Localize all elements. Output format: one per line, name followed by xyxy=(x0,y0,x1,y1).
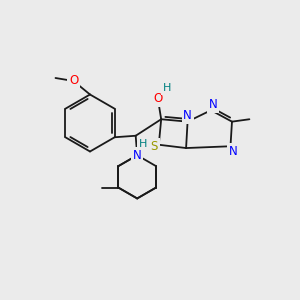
Text: N: N xyxy=(183,109,192,122)
Text: H: H xyxy=(139,139,147,149)
Text: H: H xyxy=(163,83,171,93)
Text: S: S xyxy=(151,140,158,153)
Text: N: N xyxy=(229,145,237,158)
Text: O: O xyxy=(69,74,78,88)
Text: N: N xyxy=(209,98,218,111)
Text: O: O xyxy=(154,92,163,105)
Text: N: N xyxy=(133,149,142,162)
